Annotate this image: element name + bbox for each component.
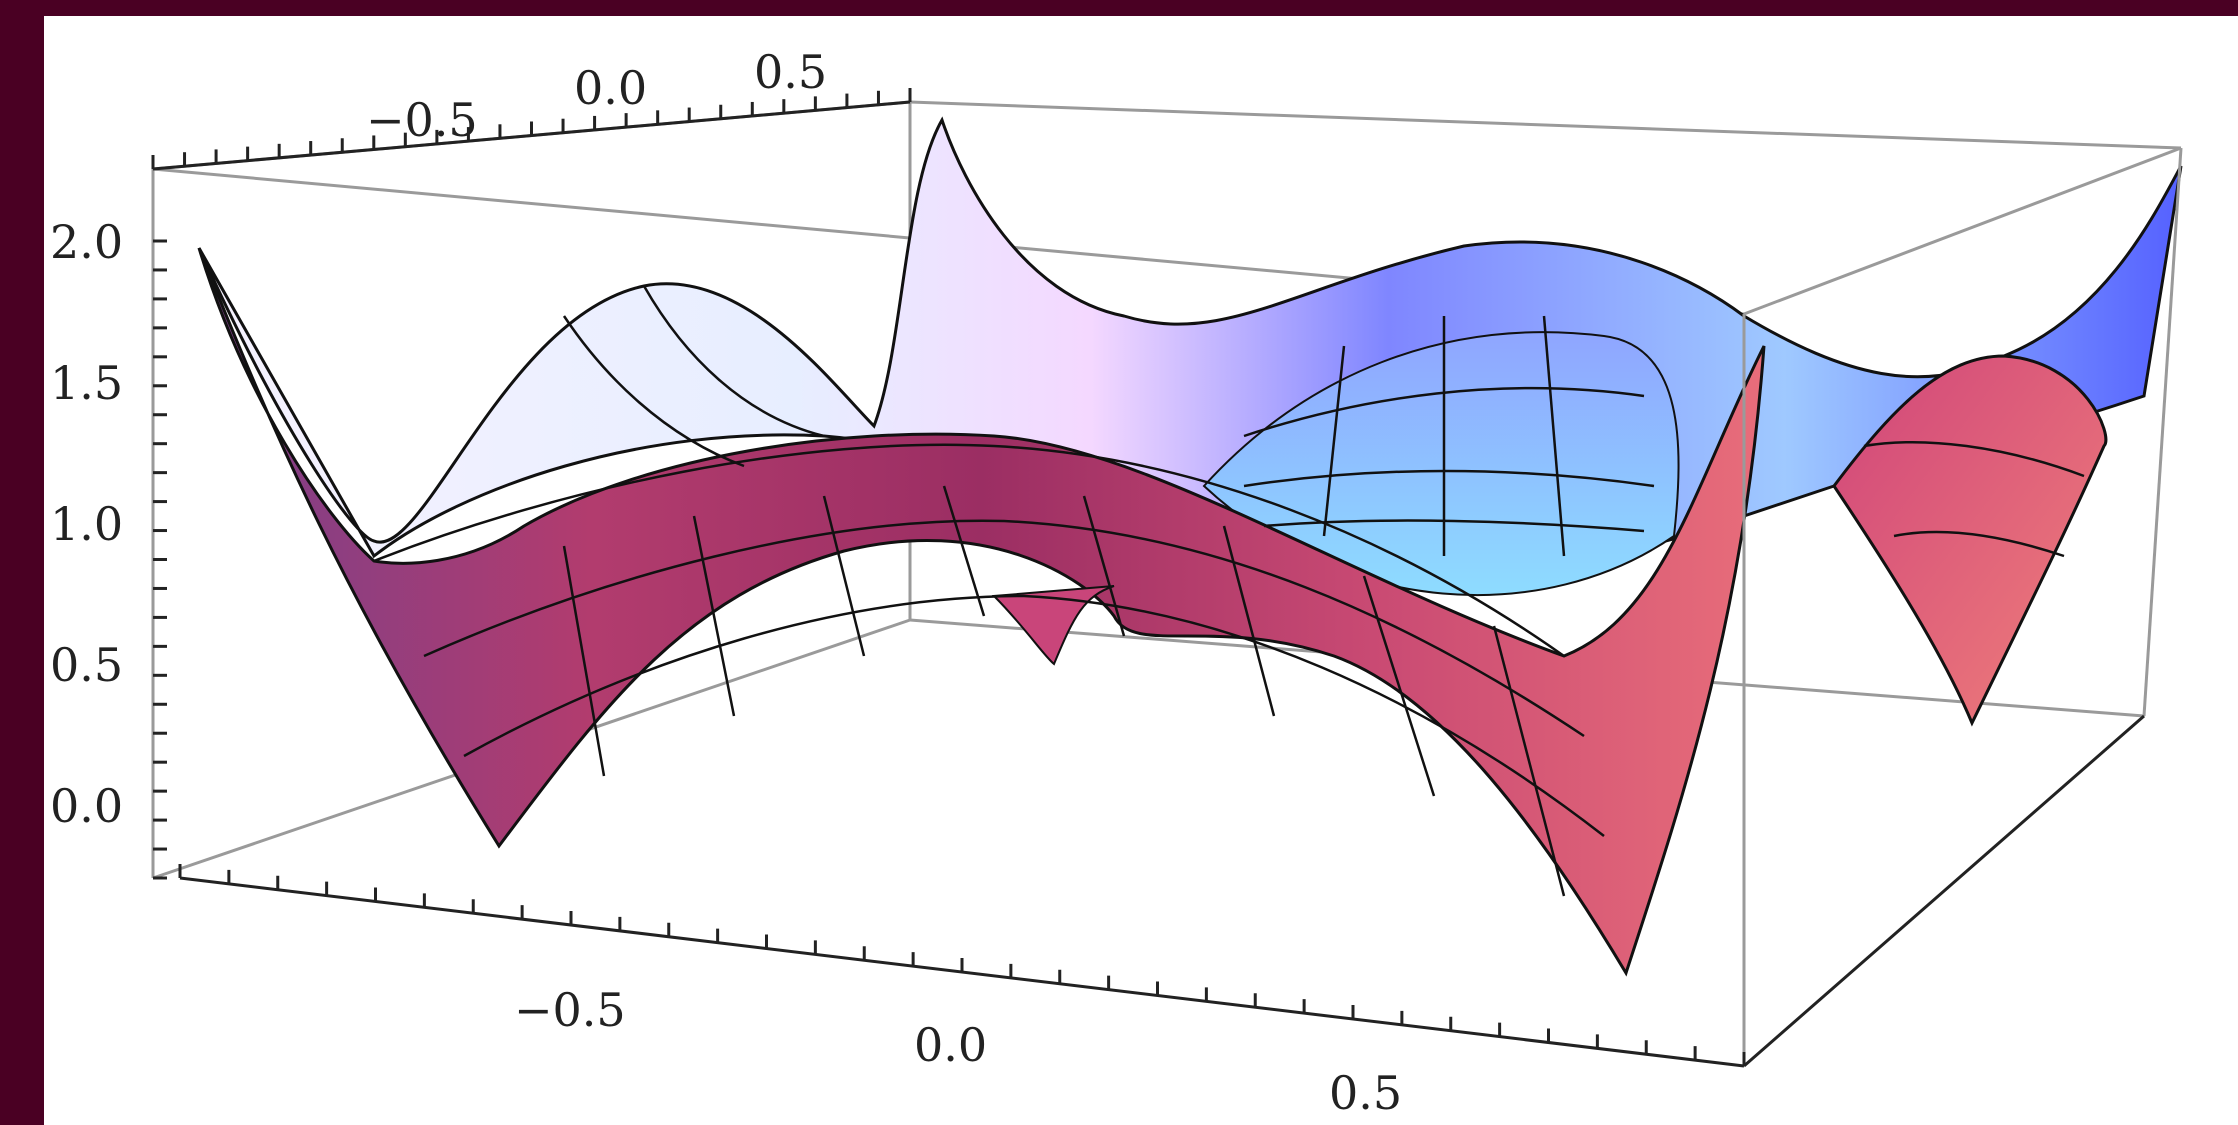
bounding-box-front — [151, 147, 2183, 1066]
y-tick-label: 0.5 — [754, 45, 827, 99]
x-axis-ticks: −0.5 0.0 0.5 — [514, 983, 1402, 1120]
surface-right-lobe — [1832, 354, 2108, 727]
plot-panel: 2.0 1.5 1.0 0.5 0.0 −0.5 0.0 0.5 −0.5 0.… — [44, 16, 2238, 1125]
y-tick-label: 0.0 — [574, 61, 647, 115]
y-tick-label: −0.5 — [366, 93, 478, 147]
x-tick-label: −0.5 — [514, 983, 626, 1037]
surface-plot: 2.0 1.5 1.0 0.5 0.0 −0.5 0.0 0.5 −0.5 0.… — [50, 45, 2183, 1120]
x-tick-label: 0.5 — [1329, 1066, 1402, 1120]
tick-marks — [151, 88, 1746, 1066]
z-tick-label: 2.0 — [50, 215, 123, 269]
z-tick-label: 1.0 — [50, 497, 123, 551]
y-axis-ticks: −0.5 0.0 0.5 — [366, 45, 827, 147]
surface-mesh — [373, 285, 2085, 897]
z-axis-ticks: 2.0 1.5 1.0 0.5 0.0 — [50, 215, 123, 833]
z-tick-label: 1.5 — [50, 356, 123, 410]
z-tick-label: 0.0 — [50, 779, 123, 833]
x-tick-label: 0.0 — [914, 1018, 987, 1072]
z-tick-label: 0.5 — [50, 638, 123, 692]
